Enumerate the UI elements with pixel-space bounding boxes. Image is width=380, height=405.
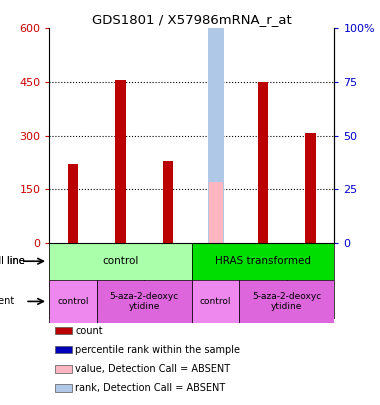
Bar: [55, 327, 72, 334]
Bar: [116, 80, 126, 243]
Text: cell line: cell line: [0, 256, 24, 266]
Bar: [258, 82, 268, 243]
Bar: [192, 243, 239, 318]
Bar: [306, 133, 316, 243]
Bar: [49, 243, 97, 318]
Bar: [55, 346, 72, 354]
Bar: [68, 164, 78, 243]
Text: rank, Detection Call = ABSENT: rank, Detection Call = ABSENT: [75, 383, 225, 393]
Text: 5-aza-2-deoxyc
ytidine: 5-aza-2-deoxyc ytidine: [252, 292, 321, 311]
Text: value, Detection Call = ABSENT: value, Detection Call = ABSENT: [75, 364, 230, 374]
Bar: [55, 384, 72, 392]
Bar: [49, 243, 192, 279]
Bar: [239, 279, 334, 323]
Text: 5-aza-2-deoxyc
ytidine: 5-aza-2-deoxyc ytidine: [110, 292, 179, 311]
Text: control: control: [57, 297, 89, 306]
Bar: [239, 243, 287, 318]
Text: count: count: [75, 326, 103, 336]
Bar: [97, 279, 192, 323]
Text: control: control: [200, 297, 231, 306]
Bar: [209, 182, 223, 243]
Bar: [49, 279, 97, 323]
Bar: [207, 0, 224, 243]
Text: HRAS transformed: HRAS transformed: [215, 256, 311, 266]
Bar: [144, 243, 192, 318]
Bar: [192, 279, 239, 323]
Text: cell line: cell line: [0, 256, 24, 266]
Text: agent: agent: [0, 296, 15, 307]
Bar: [192, 243, 334, 279]
Text: percentile rank within the sample: percentile rank within the sample: [75, 345, 240, 355]
Bar: [163, 160, 173, 243]
Text: control: control: [103, 256, 139, 266]
Bar: [55, 365, 72, 373]
Title: GDS1801 / X57986mRNA_r_at: GDS1801 / X57986mRNA_r_at: [92, 13, 292, 26]
Bar: [287, 243, 334, 318]
Bar: [97, 243, 144, 318]
